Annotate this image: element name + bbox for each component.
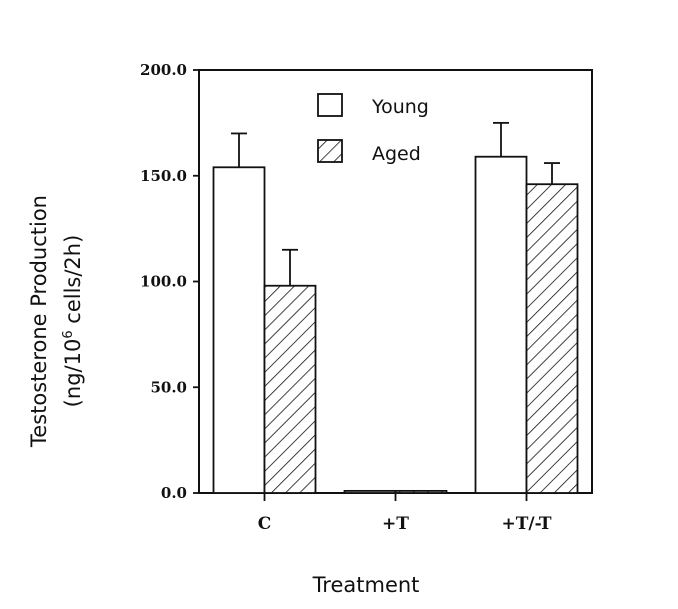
x-axis: C +T +T/-T: [258, 493, 552, 534]
y-axis-title-units-exponent: 6: [61, 330, 76, 338]
y-axis-title-line2: (ng/106 cells/2h): [61, 235, 85, 408]
x-tick-label: +T/-T: [502, 514, 552, 534]
y-tick-label: 150.0: [140, 167, 187, 185]
bar-young-2: [474, 155, 528, 494]
y-tick-label: 200.0: [140, 61, 187, 79]
legend: Young Aged: [317, 93, 429, 165]
y-tick-label: 0.0: [161, 484, 187, 502]
y-axis-title-units-suffix: cells/2h): [61, 235, 85, 331]
y-axis-title-line1: Testosterone Production: [27, 195, 51, 448]
x-tick-label: C: [258, 514, 272, 534]
bar-young-1: [343, 489, 397, 494]
bars: [212, 155, 579, 494]
legend-swatch-young: [317, 93, 343, 117]
bar-aged-1: [394, 489, 448, 494]
y-tick-label: 50.0: [150, 378, 187, 396]
y-axis: 0.0 50.0 100.0 150.0 200.0: [140, 61, 199, 502]
error-bars: [231, 121, 560, 286]
bar-young-0: [212, 166, 266, 494]
x-axis-title: Treatment: [312, 573, 420, 597]
legend-label-aged: Aged: [372, 143, 421, 165]
bar-aged-2: [525, 183, 579, 494]
y-tick-label: 100.0: [140, 273, 187, 291]
x-tick-label: +T: [382, 514, 409, 534]
bar-aged-0: [263, 284, 317, 494]
y-axis-title-units-prefix: (ng/10: [61, 339, 85, 408]
legend-swatch-aged: [317, 139, 343, 163]
legend-label-young: Young: [371, 96, 429, 118]
